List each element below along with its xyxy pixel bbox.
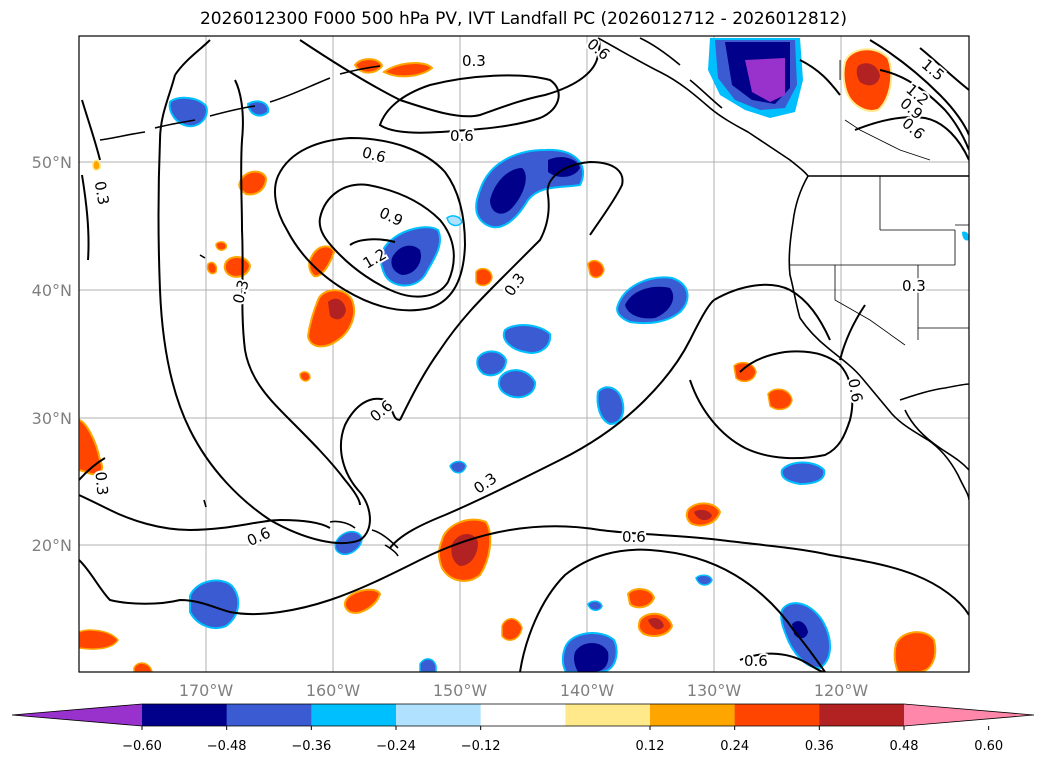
colorbar-extend-max	[904, 704, 1034, 726]
lat-label: 50°N	[32, 153, 72, 172]
pos-blob	[328, 298, 346, 320]
colorbar-swatch	[734, 704, 820, 726]
map-frame	[78, 35, 970, 673]
pos-blob	[133, 662, 153, 672]
pos-blob	[215, 241, 228, 251]
pv-contours	[79, 37, 969, 672]
colorbar-tick-label: −0.36	[291, 739, 331, 754]
neg-blob	[168, 96, 208, 128]
lon-labels: 170°W 160°W 150°W 140°W 130°W 120°W	[179, 681, 869, 700]
lat-labels: 50°N 40°N 30°N 20°N	[32, 153, 72, 555]
pos-blob	[223, 256, 252, 278]
neg-blob	[490, 168, 526, 214]
neg-blob	[497, 369, 537, 399]
pos-blob	[382, 62, 434, 78]
pos-blob	[626, 588, 656, 609]
colorbar-tick-label: 0.60	[974, 739, 1003, 754]
pos-blob	[767, 388, 793, 411]
colorbar-tick-label: 0.48	[890, 739, 919, 754]
colorbar-tick-label: −0.60	[122, 739, 162, 754]
neg-blob	[574, 643, 609, 672]
colorbar-swatch	[311, 704, 397, 726]
pos-blob	[587, 259, 605, 279]
colorbar-swatch	[650, 704, 736, 726]
pos-blob	[299, 371, 311, 382]
neg-blob	[625, 286, 674, 319]
colorbar-swatch	[226, 704, 312, 726]
state-borders	[790, 60, 969, 346]
contour-label: 0.6	[622, 528, 646, 546]
neg-blob	[419, 658, 437, 672]
neg-blob	[449, 460, 467, 474]
pos-blob	[501, 618, 523, 641]
neg-blob	[391, 245, 421, 275]
lon-label: 130°W	[687, 681, 742, 700]
neg-blob	[587, 600, 603, 611]
map-title: 2026012300 F000 500 hPa PV, IVT Landfall…	[199, 9, 847, 29]
colorbar-tick-label: −0.24	[376, 739, 416, 754]
neg-blob	[476, 350, 508, 377]
neg-blob	[780, 461, 826, 486]
colorbar-swatch	[480, 704, 566, 726]
coastlines	[99, 37, 969, 557]
colorbar-swatch	[565, 704, 651, 726]
colorbar-extend-min	[12, 704, 142, 726]
pos-blob	[451, 533, 478, 566]
pos-blob	[92, 159, 101, 171]
neg-blob	[502, 324, 552, 354]
contour-label: 0.6	[844, 377, 866, 404]
neg-blob	[745, 58, 785, 102]
lat-label: 30°N	[32, 409, 72, 428]
colorbar-tick-label: 0.24	[720, 739, 749, 754]
lat-label: 20°N	[32, 536, 72, 555]
neg-blob	[446, 215, 463, 227]
neg-blob	[695, 574, 713, 586]
neg-blob	[596, 386, 625, 426]
colorbar-swatch	[819, 704, 905, 726]
pos-blob	[475, 267, 493, 287]
pos-blob	[238, 170, 268, 196]
pos-blob	[206, 261, 218, 275]
contour-label: 0.6	[450, 127, 474, 145]
lon-label: 170°W	[179, 681, 234, 700]
pos-blob	[79, 629, 119, 650]
colorbar-tick-label: −0.12	[461, 739, 501, 754]
pos-blob	[733, 361, 757, 383]
lon-label: 120°W	[814, 681, 869, 700]
colorbar-swatch	[396, 704, 482, 726]
colorbar-tick-label: −0.48	[207, 739, 247, 754]
contour-label: 0.3	[91, 471, 111, 496]
neg-blob	[189, 579, 240, 630]
lon-label: 150°W	[433, 681, 488, 700]
pos-blob	[648, 618, 664, 630]
lon-label: 160°W	[306, 681, 361, 700]
neg-blob	[246, 100, 270, 117]
pos-blob	[343, 588, 382, 614]
pos-blob	[893, 631, 937, 672]
neg-blob	[548, 157, 580, 177]
neg-blob	[962, 231, 969, 241]
contour-label: 0.3	[462, 52, 486, 70]
colorbar-tick-label: 0.12	[636, 739, 665, 754]
colorbar-swatch	[142, 704, 228, 726]
pos-blob	[694, 509, 712, 521]
pos-blob	[856, 63, 880, 86]
filled-anomalies	[79, 38, 969, 672]
lat-label: 40°N	[32, 281, 72, 300]
lon-label: 140°W	[560, 681, 615, 700]
contour-label: 0.3	[902, 277, 926, 295]
colorbar-tick-label: 0.36	[805, 739, 834, 754]
contour-label: 0.6	[744, 652, 768, 670]
colorbar: −0.60 −0.48 −0.36 −0.24 −0.12 0.12 0.24 0.36 0.4…	[11, 703, 1035, 754]
